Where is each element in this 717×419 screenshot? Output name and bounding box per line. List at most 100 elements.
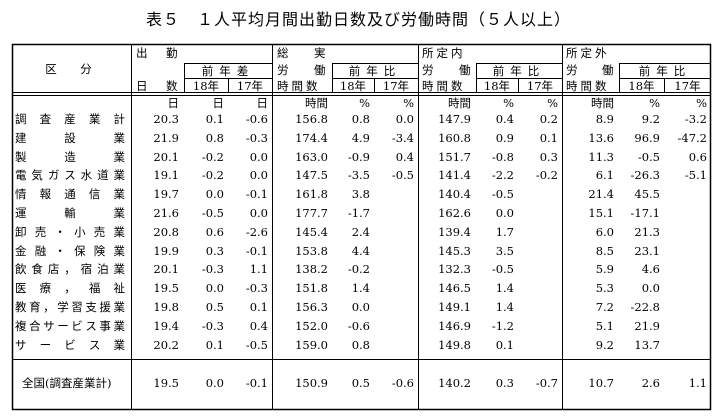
table-cell: 45.5 [634, 187, 660, 202]
table-cell: 0.3 [539, 149, 558, 164]
table-cell: -3.2 [684, 112, 707, 126]
header-total-yr18: 18年 [339, 79, 367, 93]
table-cell: 6.0 [595, 224, 614, 239]
header-over-yr17: 17年 [674, 79, 701, 93]
table-cell: 0.0 [249, 168, 268, 183]
table-cell: 0.5 [205, 300, 224, 314]
table-cell: 139.4 [438, 224, 471, 239]
unit-label: % [696, 96, 707, 110]
table-cell: 0.0 [641, 281, 660, 296]
table-cell: 0.0 [395, 112, 414, 126]
table-cell: 156.8 [295, 112, 328, 126]
header-sched-4: 時間数 [422, 79, 466, 93]
table-cell: 138.2 [295, 262, 328, 277]
table-cell: -17.1 [630, 206, 661, 220]
row-label: 製造業 [15, 149, 125, 164]
table-cell: 0.0 [249, 149, 268, 164]
table-cell: 7.2 [595, 300, 614, 314]
table-cell: 177.7 [295, 206, 328, 220]
table-cell: 149.8 [438, 337, 471, 352]
table-cell: 0.6 [688, 149, 707, 164]
table-cell: 21.9 [634, 318, 660, 333]
table-cell: -0.3 [245, 130, 268, 145]
table-cell: 19.9 [153, 243, 179, 258]
unit-label: % [547, 96, 558, 110]
table-cell: 0.0 [351, 300, 370, 314]
total-cell: 140.2 [438, 376, 471, 390]
table-cell: -0.2 [201, 168, 224, 183]
header-days-2: 勤 [166, 46, 178, 60]
unit-label: 時間 [305, 96, 328, 110]
header-over-2: 労 [566, 63, 578, 77]
table-cell: 19.5 [153, 281, 179, 296]
header-sched-yr17: 17年 [526, 79, 554, 93]
table-cell: -0.5 [245, 337, 268, 352]
table-cell: -0.5 [491, 187, 514, 202]
table-cell: 0.1 [495, 337, 514, 352]
table-cell: 19.1 [153, 168, 179, 183]
table-cell: 4.9 [351, 130, 370, 145]
header-total-ratio: 前年比 [348, 64, 402, 78]
table-cell: -3.4 [391, 130, 414, 145]
table-cell: 13.7 [634, 337, 660, 352]
header-total-yr17: 17年 [382, 79, 410, 93]
header-over-1: 所定外 [566, 46, 610, 60]
unit-label: % [649, 96, 660, 110]
table-cell: -5.1 [684, 168, 707, 183]
header-over-4: 時間数 [566, 79, 610, 93]
table-cell: 3.8 [351, 187, 370, 202]
table-cell: -47.2 [677, 130, 708, 145]
header-kubun: 区 分 [45, 62, 98, 76]
table-cell: -0.1 [245, 187, 268, 202]
header-total-1: 総 [277, 46, 289, 60]
row-label: 卸売・小売業 [15, 224, 125, 239]
table-cell: -22.8 [630, 300, 661, 314]
table-cell: 19.8 [153, 300, 179, 314]
header-over-3: 働 [602, 63, 614, 77]
table-cell: 5.3 [595, 281, 614, 296]
row-label: 教育，学習支援業 [15, 300, 125, 314]
table-cell: 13.6 [588, 130, 614, 145]
table-cell: 1.4 [351, 281, 370, 296]
table-cell: 2.4 [351, 224, 370, 239]
total-cell: 1.1 [688, 376, 707, 390]
table-cell: 161.8 [295, 187, 328, 202]
table-cell: 5.1 [595, 318, 614, 333]
table-cell: -0.2 [347, 262, 370, 277]
header-days-yr17: 17年 [236, 79, 264, 93]
table-cell: 163.0 [295, 149, 328, 164]
table-cell: 21.9 [153, 130, 179, 145]
row-label: 金融・保険業 [15, 243, 125, 258]
table-cell: 160.8 [438, 130, 471, 145]
table-cell: 151.8 [295, 281, 328, 296]
table-cell: 151.7 [438, 149, 471, 164]
table-cell: 141.4 [438, 168, 471, 183]
table-cell: 21.4 [588, 187, 614, 202]
table-cell: -0.6 [245, 112, 268, 126]
table-cell: -3.5 [347, 168, 370, 183]
table-cell: 174.4 [295, 130, 328, 145]
table-cell: 146.5 [438, 281, 471, 296]
row-label: 電気ガス水道業 [15, 168, 125, 183]
row-label: サービス業 [15, 337, 125, 352]
table-cell: 159.0 [295, 337, 328, 352]
table-cell: 1.7 [495, 224, 514, 239]
table-cell: 0.0 [205, 187, 224, 202]
table-cell: 9.2 [641, 112, 660, 126]
table-cell: -2.6 [245, 224, 268, 239]
table-cell: -0.6 [347, 318, 370, 333]
table-cell: 147.5 [295, 168, 328, 183]
header-over-yr18: 18年 [628, 79, 655, 93]
table-cell: 0.4 [249, 318, 268, 333]
table-cell: 20.2 [153, 337, 179, 352]
table-cell: 146.9 [438, 318, 471, 333]
unit-label: 日 [167, 96, 180, 110]
table-cell: 1.1 [249, 262, 268, 277]
table-cell: -0.8 [491, 149, 514, 164]
table-cell: 9.2 [595, 337, 614, 352]
header-sched-1: 所定内 [422, 46, 466, 60]
header-days-yr18: 18年 [192, 79, 220, 93]
table-cell: 21.3 [634, 224, 660, 239]
header-sched-2: 労 [422, 63, 434, 77]
table-cell: 0.1 [539, 130, 558, 145]
